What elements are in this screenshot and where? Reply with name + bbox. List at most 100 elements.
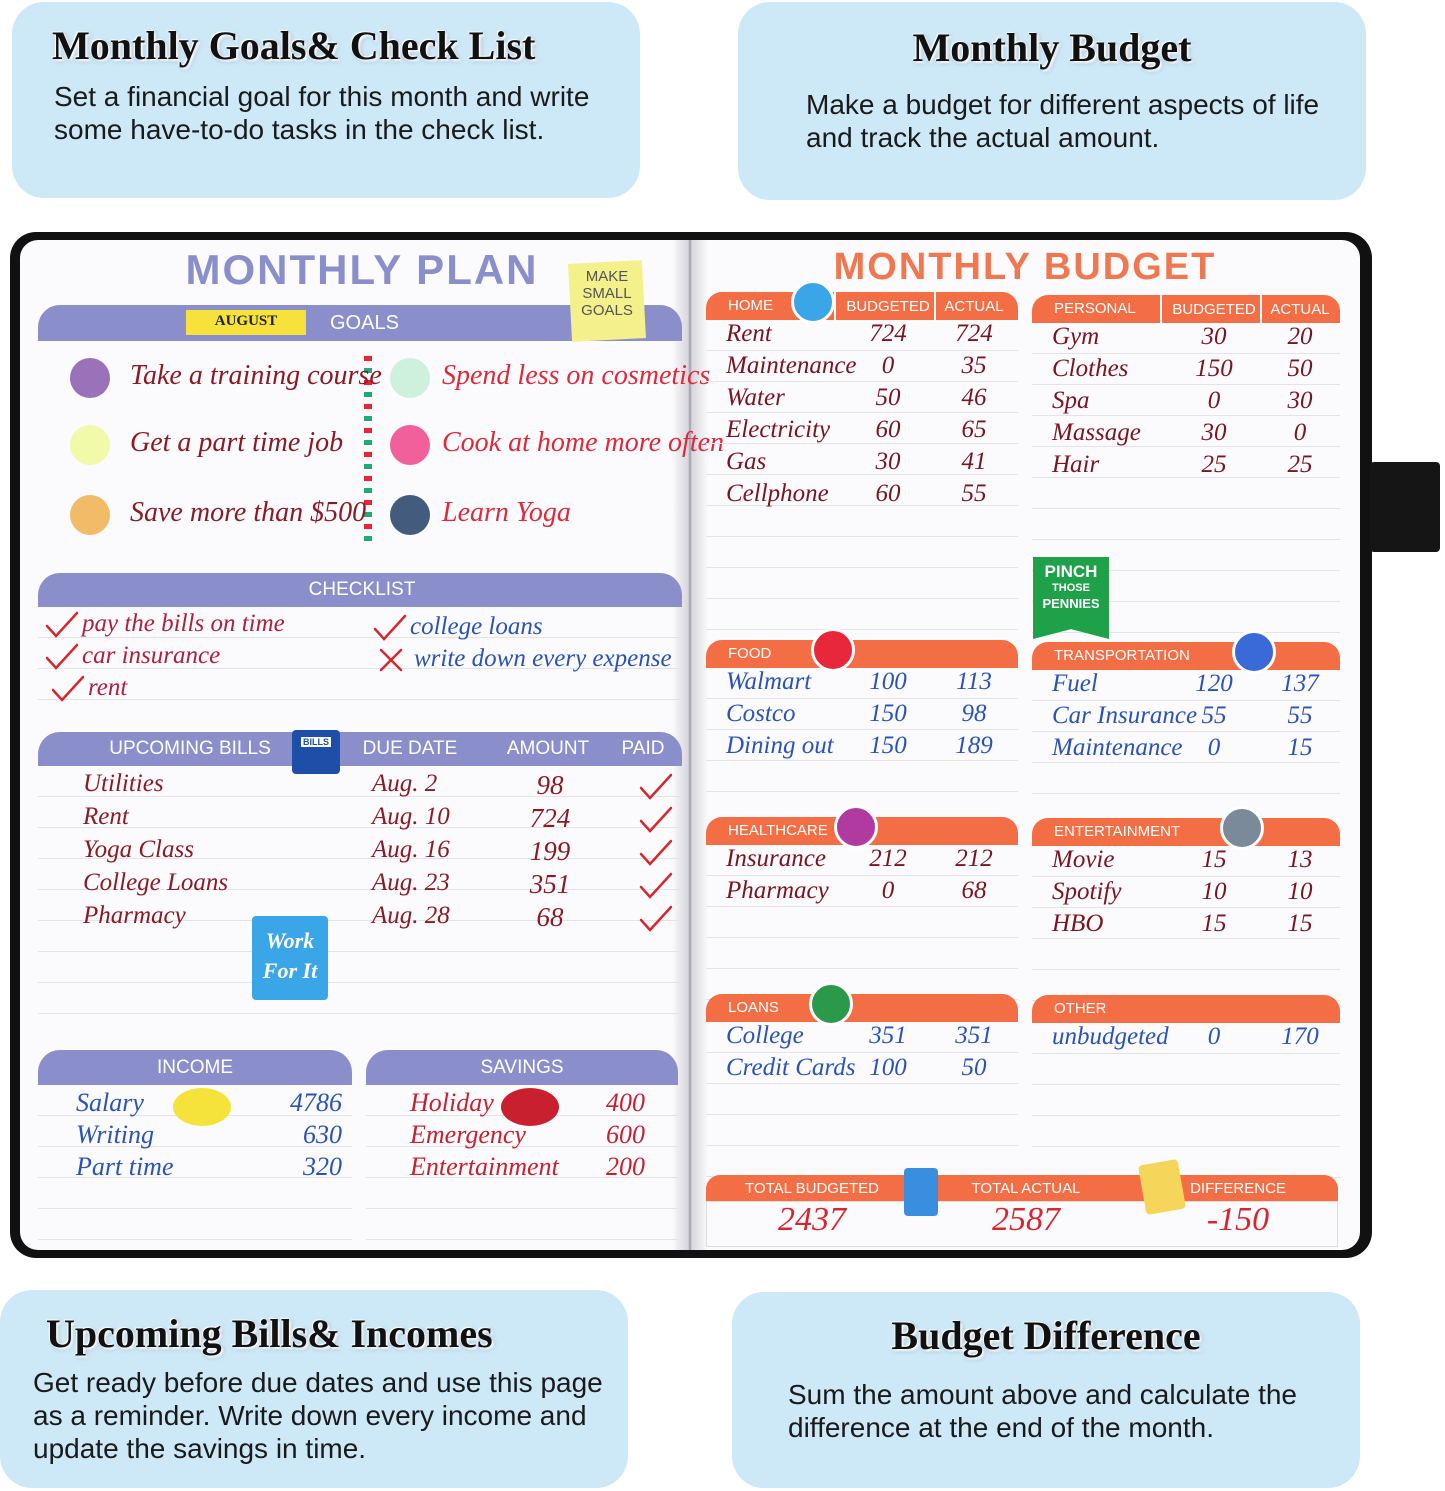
budget-title: MONTHLY BUDGET <box>833 246 1217 288</box>
checklist-mark-svg <box>379 648 403 672</box>
callout-box <box>738 2 1366 200</box>
budget-budgeted: 60 <box>875 480 901 507</box>
budget-item: unbudgeted <box>1052 1023 1169 1050</box>
column-header: ACTUAL <box>944 298 1004 315</box>
checklist-text: college loans <box>410 613 543 640</box>
bill-amount: 199 <box>529 836 571 866</box>
budget-actual: 55 <box>961 480 987 507</box>
budget-budgeted: 60 <box>875 416 901 443</box>
bill-paid-mark-svg <box>639 839 673 866</box>
goal-dot <box>390 358 430 398</box>
bill-name: Utilities <box>83 770 164 797</box>
callout-text: Make a budget for different aspects of l… <box>806 89 1320 153</box>
totals-area <box>706 1201 1338 1247</box>
budget-item: Dining out <box>726 732 834 759</box>
section-name: ENTERTAINMENT <box>1054 823 1181 840</box>
badge-text: THOSE <box>1052 582 1090 594</box>
budget-budgeted: 212 <box>869 845 907 872</box>
column-divider <box>834 292 836 320</box>
goal-text: Learn Yoga <box>442 497 571 528</box>
goal-dot <box>70 425 110 465</box>
section-area <box>706 1022 1018 1182</box>
callout-text: Get ready before due dates and use this … <box>33 1367 603 1464</box>
checklist-mark <box>372 613 408 643</box>
badge-text: PINCH <box>1044 562 1098 581</box>
callout-box <box>0 1290 628 1488</box>
budget-budgeted: 0 <box>1207 734 1221 761</box>
goal-text: Take a training course <box>130 360 382 391</box>
bill-amount: 351 <box>529 869 571 899</box>
bills-bar <box>38 732 682 766</box>
budget-item: Gym <box>1052 323 1100 350</box>
goal-text: Cook at home more often <box>442 427 725 458</box>
budget-budgeted: 10 <box>1201 878 1227 905</box>
budget-item: Hair <box>1052 451 1100 478</box>
budget-item: Pharmacy <box>726 877 829 904</box>
budget-actual: 0 <box>1293 419 1307 446</box>
budget-actual: 20 <box>1287 323 1313 350</box>
checklist-mark-svg <box>45 643 79 670</box>
section-area <box>706 320 1018 650</box>
budget-budgeted: 50 <box>875 384 901 411</box>
bill-date: Aug. 28 <box>372 902 450 929</box>
section-area <box>1032 846 1340 1006</box>
budget-actual: 65 <box>961 416 987 443</box>
budget-actual: 137 <box>1281 670 1319 697</box>
budget-actual: 10 <box>1287 878 1313 905</box>
total-label: DIFFERENCE <box>1190 1180 1286 1197</box>
income-name: Salary <box>76 1088 144 1117</box>
budget-item: Costco <box>726 700 796 727</box>
income-amount: 4786 <box>290 1088 342 1117</box>
section-icon <box>834 805 878 849</box>
section-name: OTHER <box>1054 1000 1107 1017</box>
budget-actual: 13 <box>1287 846 1313 873</box>
goal-dot <box>390 425 430 465</box>
budget-actual: 170 <box>1281 1023 1319 1050</box>
plan-title: MONTHLY PLAN <box>185 246 539 293</box>
budget-item: Cellphone <box>726 480 829 507</box>
stamp-text: Work For It <box>262 928 318 983</box>
budget-budgeted: 0 <box>881 877 895 904</box>
bill-paid-mark-svg <box>639 806 673 833</box>
budget-item: Insurance <box>726 845 826 872</box>
budget-actual: 98 <box>961 700 987 727</box>
budget-actual: 212 <box>955 845 993 872</box>
budget-item: Credit Cards <box>726 1054 856 1081</box>
callout-title: Budget Difference <box>891 1313 1201 1358</box>
column-header: BUDGETED <box>1172 301 1256 318</box>
goal-text: Spend less on cosmetics <box>442 360 711 391</box>
budget-actual: 25 <box>1287 451 1313 478</box>
bill-paid-mark-svg <box>639 773 673 800</box>
income-amount: 320 <box>303 1152 342 1181</box>
budget-budgeted: 30 <box>1201 323 1227 350</box>
savings-amount: 200 <box>606 1152 645 1181</box>
elastic-band <box>1370 462 1440 552</box>
budget-item: Fuel <box>1052 670 1098 697</box>
budget-actual: 351 <box>955 1022 993 1049</box>
section-bar <box>1032 295 1340 323</box>
checklist-text: pay the bills on time <box>82 610 285 637</box>
bills-sticker-text: BILLS <box>301 737 331 747</box>
budget-actual: 68 <box>961 877 987 904</box>
budget-actual: 50 <box>961 1054 987 1081</box>
budget-budgeted: 150 <box>869 700 907 727</box>
checklist-text: write down every expense <box>414 645 672 672</box>
section-icon <box>811 628 855 672</box>
budget-item: Walmart <box>726 668 812 695</box>
budget-budgeted: 0 <box>1207 387 1221 414</box>
bill-amount: 98 <box>536 770 564 800</box>
total-value: 2587 <box>992 1201 1060 1238</box>
income-amount: 630 <box>303 1120 342 1149</box>
calculator-icon <box>904 1168 938 1216</box>
bill-name: Yoga Class <box>83 836 194 863</box>
budget-budgeted: 100 <box>869 668 907 695</box>
budget-item: Car Insurance <box>1052 702 1198 729</box>
month-label: AUGUST <box>214 313 278 329</box>
callout-text: Set a financial goal for this month and … <box>54 81 590 145</box>
total-label: TOTAL ACTUAL <box>971 1180 1081 1197</box>
section-icon <box>809 982 853 1026</box>
section-area <box>1032 670 1340 820</box>
calculator-icon <box>1137 1158 1187 1216</box>
bill-date: Aug. 23 <box>372 869 450 896</box>
savings-name: Holiday <box>410 1088 494 1117</box>
